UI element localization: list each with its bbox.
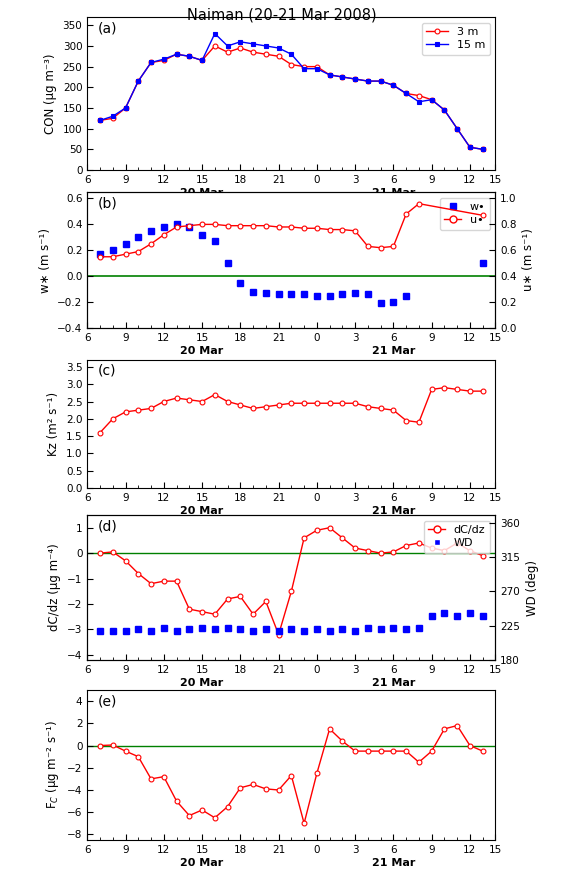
Y-axis label: dC/dz (μg m⁻⁴): dC/dz (μg m⁻⁴) [48, 544, 61, 631]
3 m [212, 41, 218, 51]
15 m [415, 97, 422, 107]
15 m [275, 43, 282, 53]
Legend: dC/dz, WD: dC/dz, WD [424, 521, 490, 553]
Text: Time (LST): Time (LST) [260, 522, 323, 534]
Text: 21 Mar: 21 Mar [372, 188, 415, 198]
15 m [364, 76, 371, 86]
Text: (a): (a) [97, 22, 117, 36]
Y-axis label: F$_C$ (μg m⁻² s⁻¹): F$_C$ (μg m⁻² s⁻¹) [44, 720, 61, 809]
Text: 20 Mar: 20 Mar [180, 188, 224, 198]
3 m [224, 47, 231, 57]
3 m [97, 115, 104, 125]
15 m [250, 38, 257, 49]
Text: 20 Mar: 20 Mar [180, 858, 224, 868]
3 m [479, 144, 486, 154]
15 m [314, 64, 320, 74]
Text: 20 Mar: 20 Mar [180, 678, 224, 688]
3 m [415, 91, 422, 101]
Text: (b): (b) [97, 196, 117, 210]
Text: Time (LST): Time (LST) [260, 693, 323, 706]
Text: 21 Mar: 21 Mar [372, 858, 415, 868]
Y-axis label: u∗ (m s⁻¹): u∗ (m s⁻¹) [522, 228, 535, 292]
15 m [288, 49, 295, 59]
15 m [135, 76, 142, 86]
Text: 21 Mar: 21 Mar [372, 678, 415, 688]
3 m [467, 142, 473, 152]
3 m [314, 61, 320, 71]
Text: 20 Mar: 20 Mar [180, 506, 224, 516]
Text: (d): (d) [97, 519, 117, 533]
15 m [390, 80, 397, 91]
15 m [212, 29, 218, 39]
3 m [352, 74, 359, 84]
15 m [467, 142, 473, 152]
3 m [326, 70, 333, 80]
3 m [122, 103, 129, 113]
Text: Time (LST): Time (LST) [260, 203, 323, 216]
Text: Naiman (20-21 Mar 2008): Naiman (20-21 Mar 2008) [187, 8, 376, 23]
3 m [364, 76, 371, 86]
Y-axis label: Kz (m² s⁻¹): Kz (m² s⁻¹) [47, 392, 60, 456]
15 m [186, 51, 193, 62]
3 m [275, 51, 282, 62]
15 m [454, 124, 461, 134]
Y-axis label: w∗ (m s⁻¹): w∗ (m s⁻¹) [39, 227, 52, 293]
15 m [403, 88, 409, 98]
3 m [186, 51, 193, 62]
Text: 21 Mar: 21 Mar [372, 506, 415, 516]
3 m [109, 113, 116, 124]
3 m [173, 49, 180, 59]
3 m [199, 55, 205, 65]
Legend: 3 m, 15 m: 3 m, 15 m [422, 23, 490, 55]
3 m [301, 61, 307, 71]
Line: 15 m: 15 m [97, 31, 485, 152]
15 m [199, 55, 205, 65]
3 m [250, 47, 257, 57]
3 m [339, 71, 346, 82]
3 m [262, 49, 269, 59]
15 m [339, 71, 346, 82]
15 m [301, 64, 307, 74]
Y-axis label: CON (μg m⁻³): CON (μg m⁻³) [44, 53, 57, 134]
Text: 20 Mar: 20 Mar [180, 346, 224, 356]
3 m [288, 59, 295, 70]
3 m [403, 88, 409, 98]
Legend: w•, u•: w•, u• [440, 198, 490, 230]
15 m [237, 37, 244, 47]
3 m [237, 43, 244, 53]
3 m [441, 105, 448, 115]
15 m [173, 49, 180, 59]
3 m [454, 124, 461, 134]
3 m [390, 80, 397, 91]
3 m [148, 57, 154, 68]
3 m [377, 76, 384, 86]
Text: Time (LST): Time (LST) [260, 361, 323, 375]
15 m [262, 41, 269, 51]
3 m [135, 76, 142, 86]
Text: (e): (e) [97, 694, 117, 708]
15 m [352, 74, 359, 84]
Line: 3 m: 3 m [97, 44, 485, 152]
15 m [97, 115, 104, 125]
15 m [428, 94, 435, 105]
3 m [160, 55, 167, 65]
15 m [160, 54, 167, 64]
15 m [377, 76, 384, 86]
15 m [122, 103, 129, 113]
Text: 21 Mar: 21 Mar [372, 346, 415, 356]
15 m [479, 144, 486, 154]
3 m [428, 94, 435, 105]
Y-axis label: WD (deg): WD (deg) [526, 559, 539, 616]
15 m [441, 105, 448, 115]
15 m [109, 111, 116, 121]
Text: (c): (c) [97, 364, 116, 378]
15 m [326, 70, 333, 80]
15 m [224, 41, 231, 51]
15 m [148, 57, 154, 68]
